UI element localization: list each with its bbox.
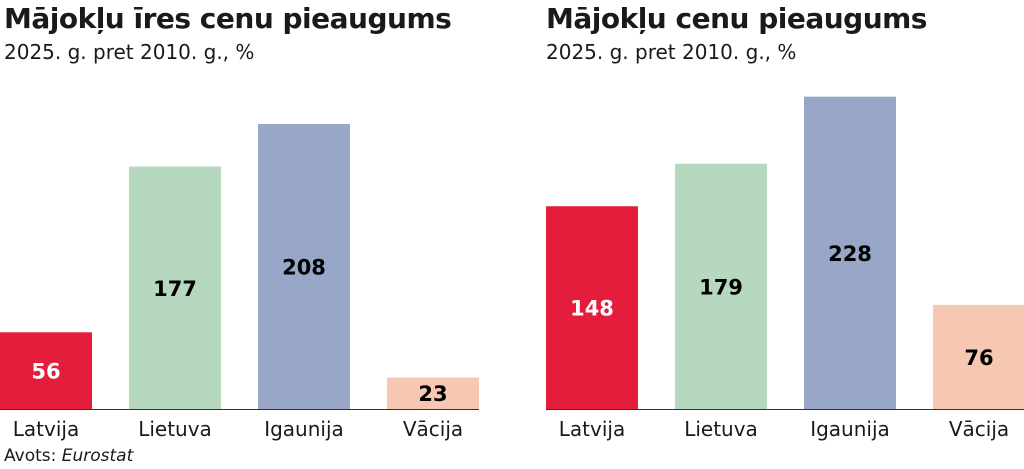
left-bar-vācija	[387, 377, 479, 409]
right-category-label-lietuva: Lietuva	[684, 417, 758, 441]
right-category-label-latvija: Latvija	[559, 417, 625, 441]
left-bar-latvija	[0, 332, 92, 409]
left-value-label-vācija: 23	[418, 382, 447, 406]
left-bar-lietuva	[129, 166, 221, 409]
left-chart-title: Mājokļu īres cenu pieaugums	[4, 2, 452, 35]
left-value-label-latvija: 56	[31, 360, 60, 384]
right-category-label-igaunija: Igaunija	[810, 417, 890, 441]
right-chart-subtitle: 2025. g. pret 2010. g., %	[546, 40, 797, 64]
left-bar-igaunija	[258, 124, 350, 409]
left-category-label-latvija: Latvija	[13, 417, 79, 441]
left-category-label-lietuva: Lietuva	[138, 417, 212, 441]
left-chart-subtitle: 2025. g. pret 2010. g., %	[4, 40, 255, 64]
left-category-label-vācija: Vācija	[403, 417, 463, 441]
right-value-label-vācija: 76	[964, 346, 993, 370]
left-value-label-igaunija: 208	[282, 256, 326, 280]
right-value-label-latvija: 148	[570, 297, 614, 321]
right-category-label-vācija: Vācija	[949, 417, 1009, 441]
left-chart: 56 Latvija 177 Lietuva 208 Igaunija 23 Vācija	[0, 124, 479, 441]
right-value-label-lietuva: 179	[699, 275, 743, 299]
right-chart: 148 Latvija 179 Lietuva 228 Igaunija 76 Vācija	[546, 96, 1024, 441]
source-prefix: Avots:	[4, 446, 62, 466]
left-value-label-lietuva: 177	[153, 277, 197, 301]
right-bar-igaunija	[804, 96, 896, 409]
right-bar-lietuva	[675, 163, 767, 409]
right-bar-vācija	[933, 304, 1024, 409]
source-name: Eurostat	[61, 446, 134, 466]
right-chart-title: Mājokļu cenu pieaugums	[546, 2, 927, 35]
source-note: Avots: Eurostat	[4, 446, 133, 466]
right-bar-latvija	[546, 206, 638, 409]
left-category-label-igaunija: Igaunija	[264, 417, 344, 441]
right-value-label-igaunija: 228	[828, 242, 872, 266]
